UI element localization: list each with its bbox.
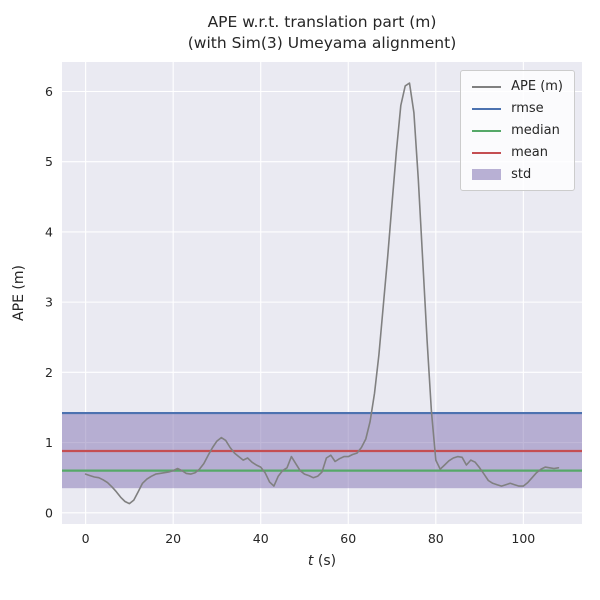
legend-item-rmse: rmse (472, 101, 563, 116)
legend-swatch-median-line (472, 129, 502, 132)
x-axis-label-unit: (s) (313, 553, 337, 569)
x-axis-label: t (s) (308, 553, 336, 569)
legend-item-ape: APE (m) (472, 79, 563, 94)
legend-label-median: median (511, 123, 560, 138)
legend-swatch-ape-line (472, 85, 502, 88)
legend-swatch-rmse-line (472, 107, 502, 110)
ape-series-line (84, 82, 560, 505)
y-tick-label: 3 (45, 295, 53, 310)
x-tick-label: 80 (428, 531, 444, 546)
x-tick-label: 100 (511, 531, 535, 546)
y-tick-label: 2 (45, 365, 53, 380)
legend-swatch-std-patch (472, 169, 502, 180)
legend-swatch-mean-line (472, 151, 502, 154)
x-tick-label: 60 (340, 531, 356, 546)
legend-label-std: std (511, 167, 532, 182)
y-tick-label: 5 (45, 154, 53, 169)
legend-item-median: median (472, 123, 563, 138)
x-tick-label: 0 (82, 531, 90, 546)
chart-title-block: APE w.r.t. translation part (m) (with Si… (188, 12, 457, 54)
legend-label-mean: mean (511, 145, 548, 160)
y-tick-label: 4 (45, 224, 53, 239)
chart-title: APE w.r.t. translation part (m) (207, 13, 437, 31)
y-tick-label: 1 (45, 435, 53, 450)
legend-label-rmse: rmse (511, 101, 544, 116)
legend-item-std: std (472, 167, 563, 182)
legend: APE (m) rmse median mean std (460, 70, 575, 191)
x-axis-label-var: t (307, 553, 314, 569)
legend-label-ape: APE (m) (511, 79, 563, 94)
x-tick-label: 20 (165, 531, 181, 546)
chart-subtitle: (with Sim(3) Umeyama alignment) (187, 34, 457, 52)
legend-item-mean: mean (472, 145, 563, 160)
y-axis-label: APE (m) (11, 265, 27, 321)
x-tick-label: 40 (253, 531, 269, 546)
y-tick-label: 0 (45, 505, 53, 520)
y-tick-label: 6 (45, 84, 53, 99)
